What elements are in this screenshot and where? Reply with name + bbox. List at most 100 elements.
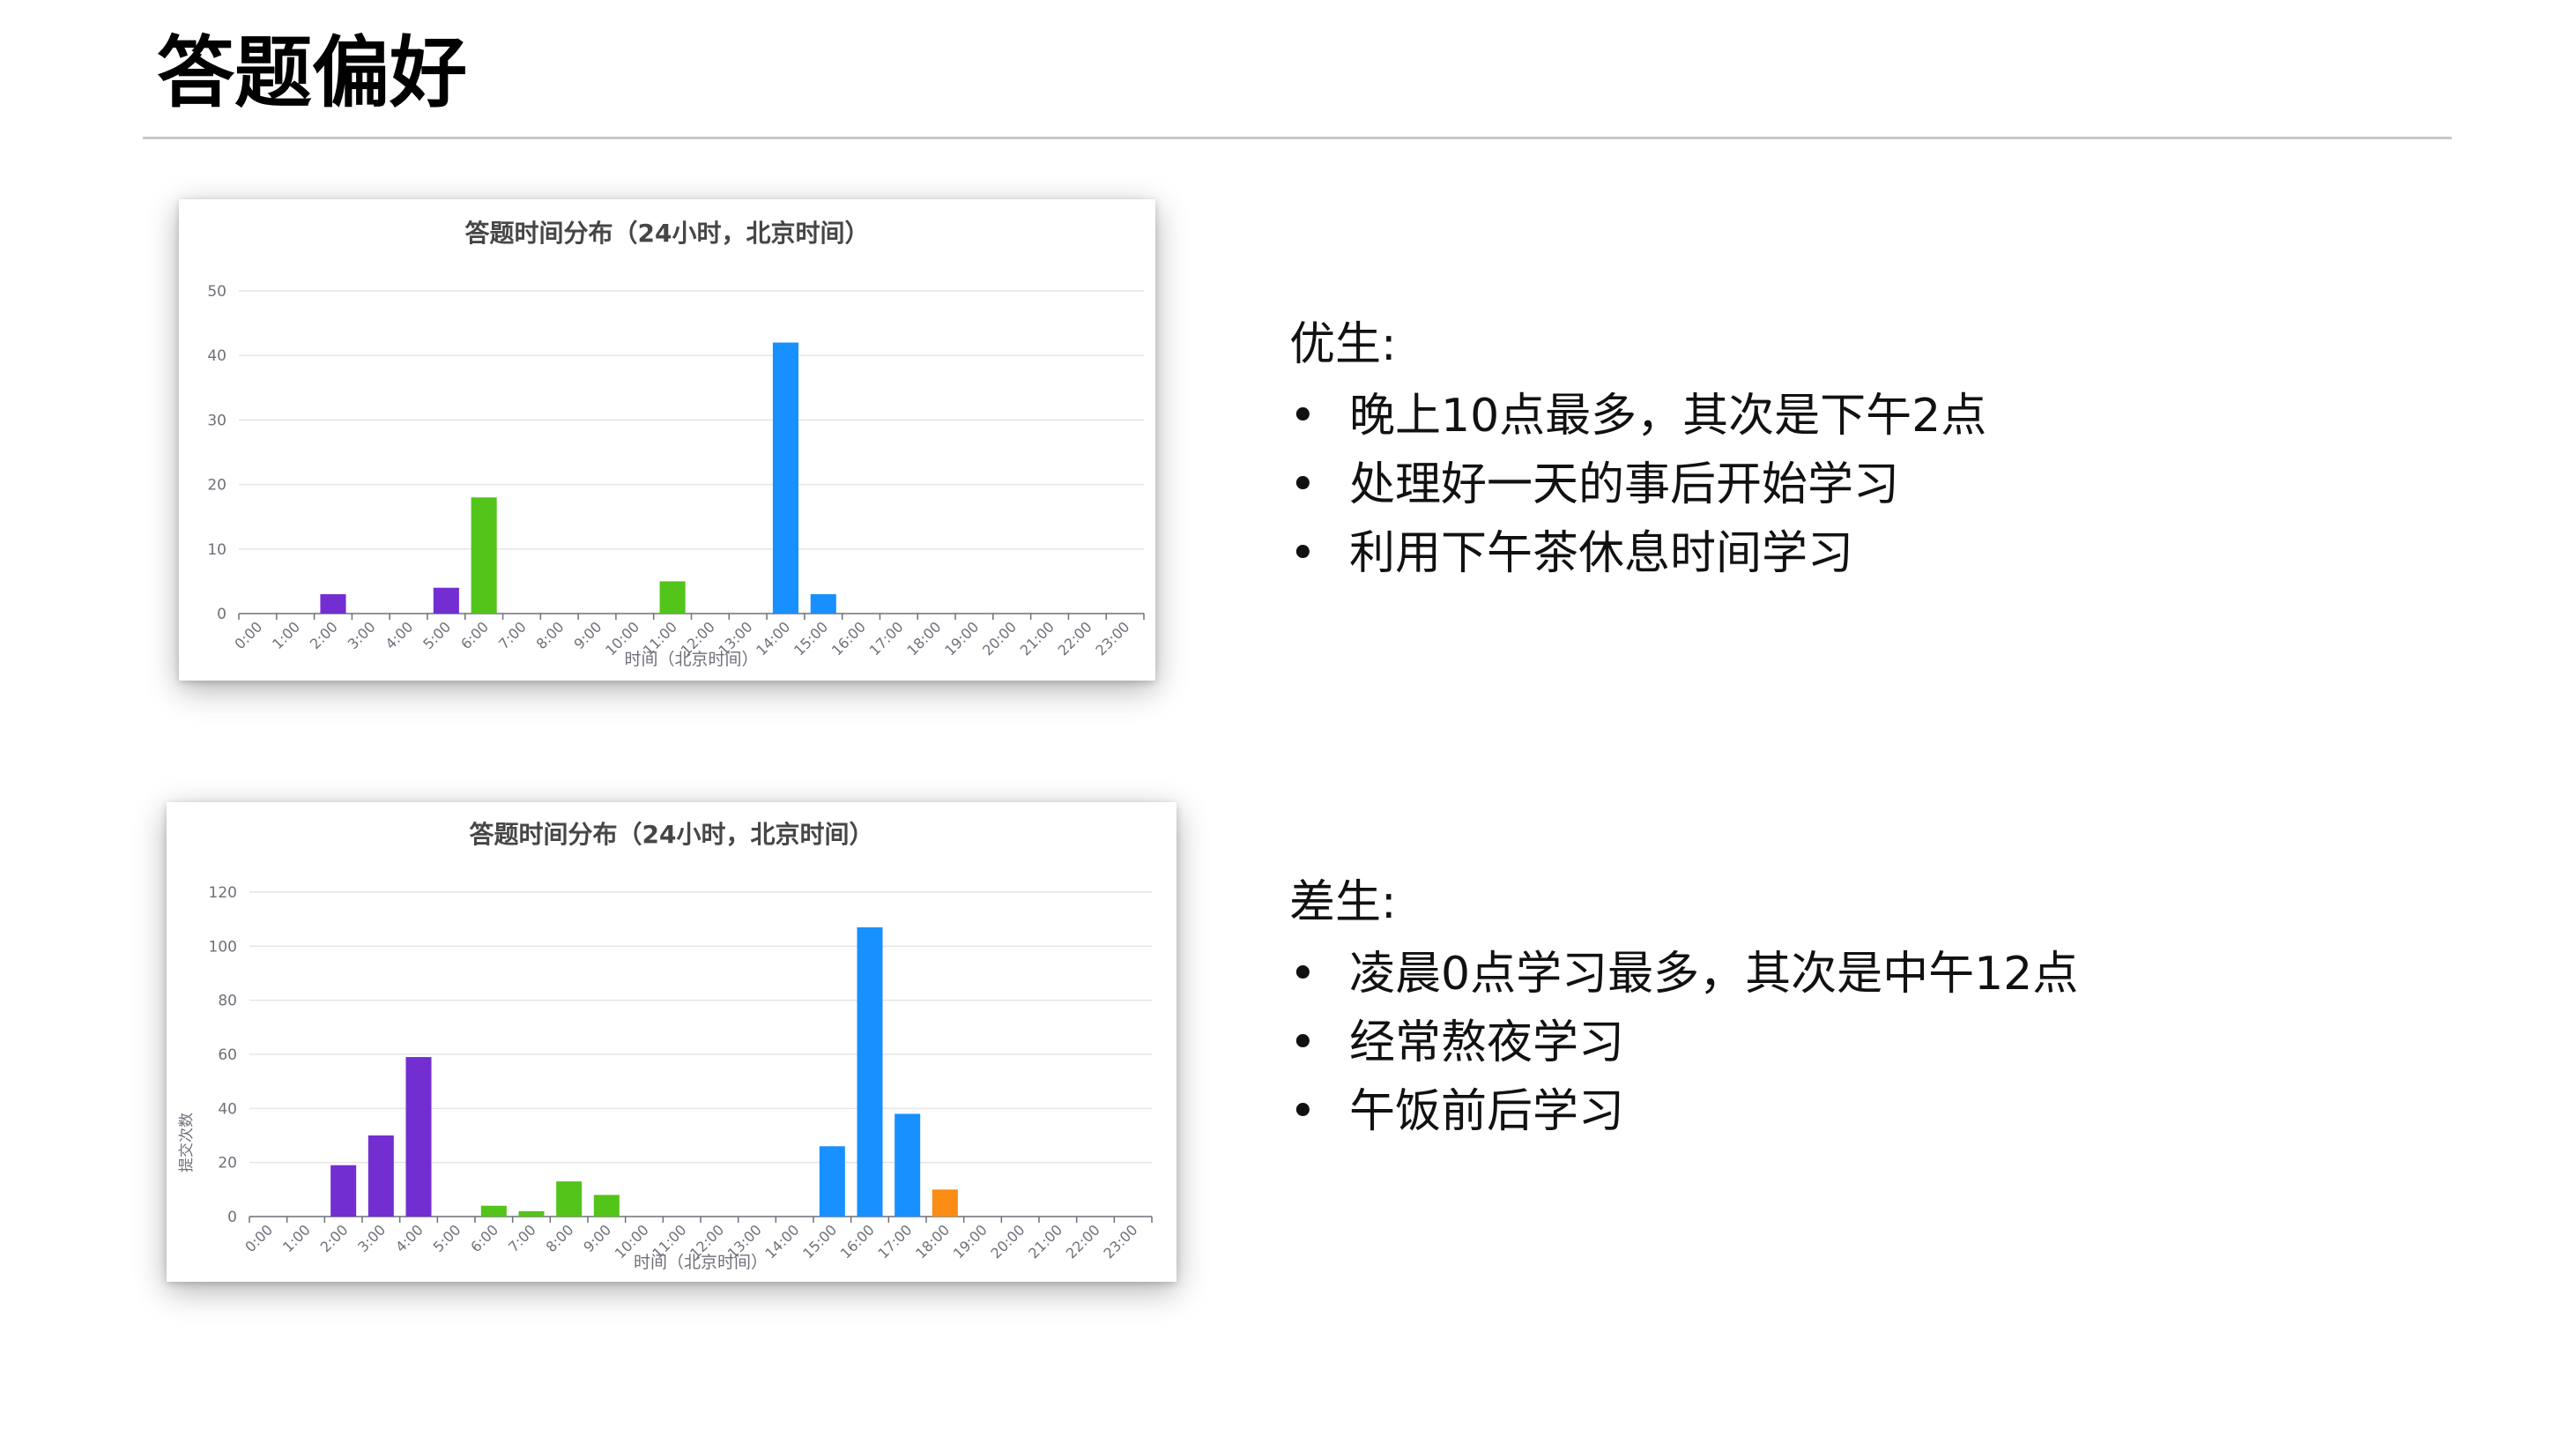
list-item: • 晚上10点最多，其次是下午2点 <box>1289 382 1986 450</box>
list-item: • 经常熬夜学习 <box>1289 1009 2078 1077</box>
list-item: • 处理好一天的事后开始学习 <box>1289 450 1986 519</box>
x-axis-title: 时间（北京时间） <box>624 650 758 669</box>
bullet-mark: • <box>1289 948 1317 1001</box>
y-tick-label: 120 <box>209 884 237 902</box>
bar <box>593 1195 620 1217</box>
list-item-text: 午饭前后学习 <box>1349 1085 1625 1138</box>
notes-heading: 差生: <box>1289 876 1397 929</box>
title-divider <box>143 137 2452 139</box>
bar <box>932 1189 958 1217</box>
notes-list: • 晚上10点最多，其次是下午2点 • 处理好一天的事后开始学习 • 利用下午茶休息时… <box>1289 382 1986 588</box>
x-tick-label: 22:00 <box>1055 618 1095 659</box>
y-tick-label: 10 <box>207 541 226 559</box>
answer-time-chart-bottom: 答题时间分布（24小时，北京时间） 0 20 40 60 80 100 120 0:00 1:00… <box>178 820 1153 1272</box>
bar <box>480 1205 507 1217</box>
x-tick-label: 17:00 <box>874 1221 915 1262</box>
list-item-text: 利用下午茶休息时间学习 <box>1349 527 1854 580</box>
x-tick-label: 7:00 <box>495 618 530 652</box>
x-tick-label: 9:00 <box>571 618 605 652</box>
x-tick-label: 16:00 <box>837 1221 878 1262</box>
x-tick-label: 19:00 <box>941 618 982 659</box>
answer-time-chart-top: 答题时间分布（24小时，北京时间） 0 10 20 30 40 50 0:00 1:00 2:00… <box>207 219 1145 669</box>
bar <box>367 1135 394 1217</box>
x-tick-label: 1:00 <box>279 1221 314 1255</box>
list-item-text: 晚上10点最多，其次是下午2点 <box>1349 390 1987 443</box>
x-tick-label: 7:00 <box>505 1221 539 1255</box>
x-tick-label: 3:00 <box>345 618 379 652</box>
y-tick-label: 0 <box>217 606 226 623</box>
x-tick-label: 1:00 <box>269 618 303 652</box>
y-tick-label: 30 <box>207 412 226 429</box>
x-tick-label: 9:00 <box>580 1221 614 1255</box>
bar <box>330 1165 357 1217</box>
y-tick-label: 20 <box>218 1155 237 1172</box>
y-tick-label: 80 <box>218 993 237 1010</box>
bullet-mark: • <box>1289 527 1317 580</box>
chart-title: 答题时间分布（24小时，北京时间） <box>465 219 870 248</box>
bullet-mark: • <box>1289 390 1317 443</box>
list-item: • 凌晨0点学习最多，其次是中午12点 <box>1289 940 2078 1009</box>
x-tick-label: 20:00 <box>979 618 1020 659</box>
x-tick-label: 18:00 <box>912 1221 953 1262</box>
notes-bottom: 差生: • 凌晨0点学习最多，其次是中午12点 • 经常熬夜学习 • 午饭前后学习 <box>1289 871 2078 1146</box>
x-tick-label: 6:00 <box>457 618 492 652</box>
x-tick-label: 4:00 <box>392 1221 427 1255</box>
notes-heading: 优生: <box>1289 318 1397 371</box>
bar <box>857 927 883 1217</box>
bar <box>320 594 346 614</box>
bar <box>556 1181 583 1217</box>
x-tick-label: 23:00 <box>1092 618 1132 659</box>
bar <box>895 1113 921 1217</box>
chart-card-top: 答题时间分布（24小时，北京时间） 0 10 20 30 40 50 0:00 1:00 2:00… <box>179 199 1155 681</box>
x-tick-label: 14:00 <box>761 1221 802 1262</box>
x-tick-label: 14:00 <box>753 618 793 659</box>
chart-card-bottom: 答题时间分布（24小时，北京时间） 0 20 40 60 80 100 120 0:00 1:00… <box>167 802 1177 1282</box>
list-item: • 午饭前后学习 <box>1289 1077 2078 1146</box>
x-tick-label: 22:00 <box>1063 1221 1103 1262</box>
bar <box>405 1057 432 1217</box>
chart-title: 答题时间分布（24小时，北京时间） <box>470 820 874 849</box>
x-tick-label: 5:00 <box>419 618 454 652</box>
y-tick-label: 20 <box>207 477 226 495</box>
bar <box>772 342 799 614</box>
page-title: 答题偏好 <box>157 27 468 118</box>
x-tick-label: 0:00 <box>241 1221 276 1255</box>
x-tick-label: 21:00 <box>1025 1221 1065 1262</box>
bar <box>433 587 459 614</box>
x-tick-label: 3:00 <box>354 1221 389 1255</box>
bullet-mark: • <box>1289 458 1317 511</box>
list-item-text: 经常熬夜学习 <box>1349 1016 1625 1069</box>
list-item: • 利用下午茶休息时间学习 <box>1289 519 1986 588</box>
x-tick-label: 15:00 <box>799 1221 840 1262</box>
x-tick-label: 16:00 <box>828 618 869 659</box>
y-tick-label: 100 <box>209 938 237 956</box>
x-tick-label: 8:00 <box>533 618 568 652</box>
y-axis-title: 提交次数 <box>178 1113 196 1172</box>
x-tick-label: 17:00 <box>866 618 907 659</box>
y-tick-label: 40 <box>218 1100 237 1118</box>
x-tick-label: 18:00 <box>903 618 944 659</box>
x-tick-label: 2:00 <box>317 1221 352 1255</box>
y-tick-label: 60 <box>218 1046 237 1064</box>
x-tick-label: 2:00 <box>307 618 341 652</box>
x-tick-label: 19:00 <box>950 1221 991 1262</box>
bullet-mark: • <box>1289 1085 1317 1138</box>
x-tick-label: 0:00 <box>231 618 265 652</box>
x-tick-label: 21:00 <box>1017 618 1058 659</box>
x-tick-label: 8:00 <box>543 1221 577 1255</box>
x-tick-label: 15:00 <box>791 618 831 659</box>
x-tick-label: 20:00 <box>987 1221 1028 1262</box>
notes-list: • 凌晨0点学习最多，其次是中午12点 • 经常熬夜学习 • 午饭前后学习 <box>1289 940 2078 1146</box>
bar <box>518 1210 545 1217</box>
bullet-mark: • <box>1289 1016 1317 1069</box>
y-tick-label: 0 <box>227 1209 237 1226</box>
bar <box>471 497 497 614</box>
notes-top: 优生: • 晚上10点最多，其次是下午2点 • 处理好一天的事后开始学习 • 利用下午… <box>1289 313 1986 588</box>
y-tick-label: 50 <box>207 283 226 301</box>
bar <box>819 1146 845 1217</box>
x-tick-label: 5:00 <box>430 1221 464 1255</box>
list-item-text: 凌晨0点学习最多，其次是中午12点 <box>1349 948 2079 1001</box>
list-item-text: 处理好一天的事后开始学习 <box>1349 458 1900 511</box>
bar <box>659 581 686 614</box>
y-tick-label: 40 <box>207 347 226 365</box>
